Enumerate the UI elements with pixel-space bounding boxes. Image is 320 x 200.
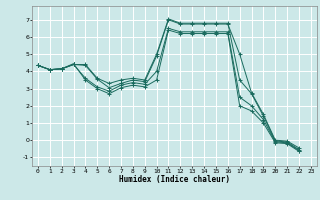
X-axis label: Humidex (Indice chaleur): Humidex (Indice chaleur) [119, 175, 230, 184]
